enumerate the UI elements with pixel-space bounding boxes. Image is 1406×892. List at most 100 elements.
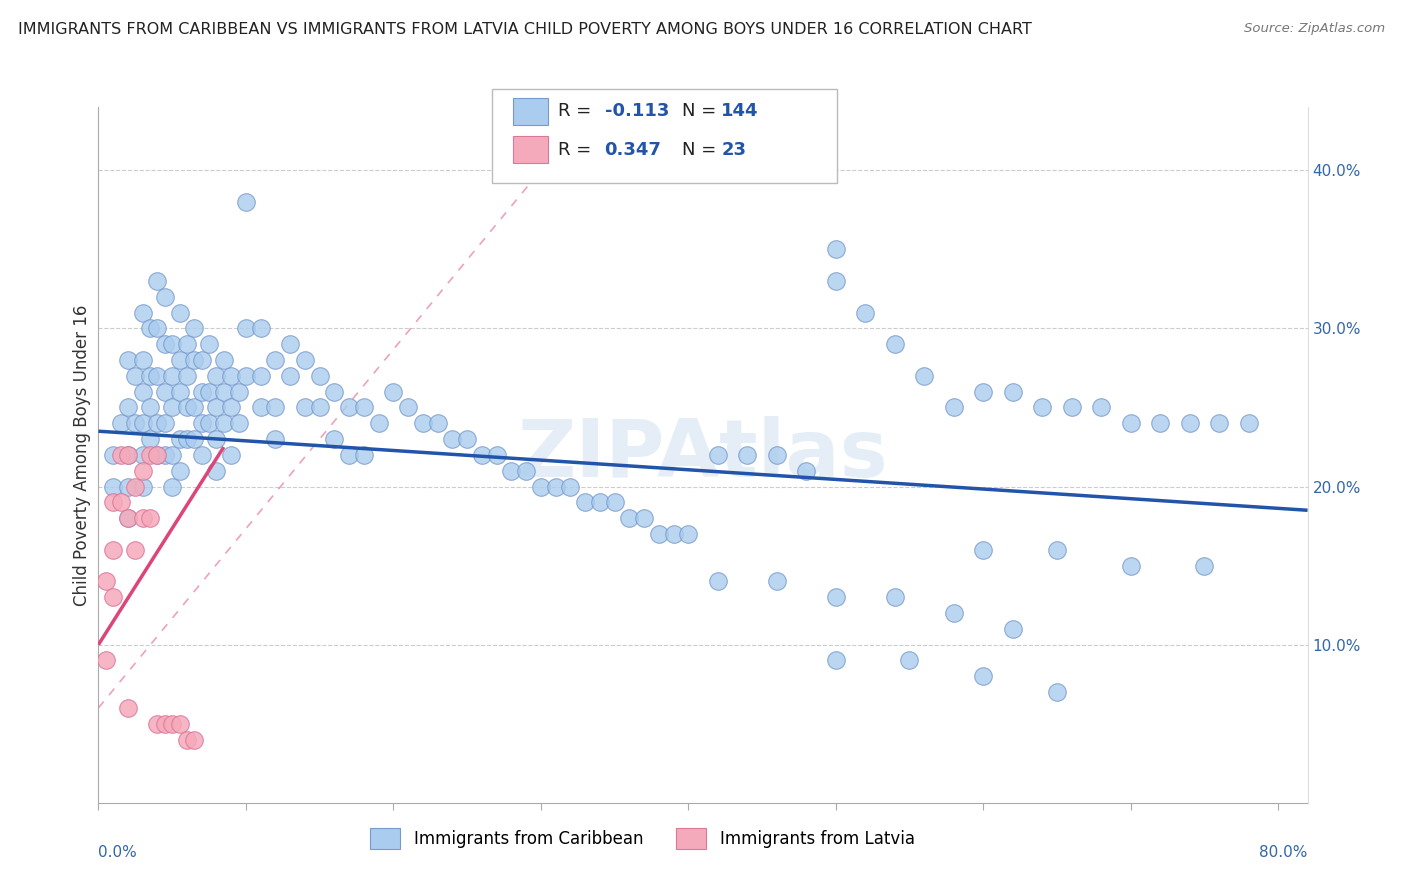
Point	[648, 527, 671, 541]
Point	[544, 479, 567, 493]
Point	[633, 511, 655, 525]
Point	[249, 401, 271, 415]
Point	[1090, 401, 1112, 415]
Text: N =: N =	[682, 141, 721, 159]
Point	[131, 511, 153, 525]
Point	[139, 448, 162, 462]
Point	[153, 337, 176, 351]
Point	[235, 321, 257, 335]
Point	[219, 401, 242, 415]
Point	[396, 401, 419, 415]
Point	[1031, 401, 1053, 415]
Point	[160, 448, 183, 462]
Point	[110, 448, 132, 462]
Point	[883, 337, 905, 351]
Point	[160, 368, 183, 383]
Point	[678, 527, 700, 541]
Point	[101, 591, 124, 605]
Point	[794, 464, 817, 478]
Point	[235, 368, 257, 383]
Point	[471, 448, 494, 462]
Point	[94, 574, 117, 589]
Point	[146, 321, 169, 335]
Point	[169, 384, 191, 399]
Point	[146, 716, 169, 731]
Text: ZIPAtlas: ZIPAtlas	[517, 416, 889, 494]
Point	[485, 448, 508, 462]
Point	[153, 417, 176, 431]
Point	[1178, 417, 1201, 431]
Point	[456, 432, 478, 446]
Point	[515, 464, 537, 478]
Point	[1001, 622, 1024, 636]
Point	[153, 290, 176, 304]
Point	[765, 448, 787, 462]
Point	[153, 448, 176, 462]
Point	[139, 368, 162, 383]
Point	[117, 479, 139, 493]
Text: 23: 23	[721, 141, 747, 159]
Point	[323, 432, 346, 446]
Point	[131, 353, 153, 368]
Point	[278, 337, 301, 351]
Point	[160, 337, 183, 351]
Point	[190, 353, 212, 368]
Text: R =: R =	[558, 103, 598, 120]
Point	[662, 527, 685, 541]
Point	[131, 464, 153, 478]
Point	[139, 321, 162, 335]
Point	[228, 417, 250, 431]
Y-axis label: Child Poverty Among Boys Under 16: Child Poverty Among Boys Under 16	[73, 304, 91, 606]
Point	[235, 194, 257, 209]
Point	[249, 321, 271, 335]
Point	[131, 384, 153, 399]
Point	[160, 401, 183, 415]
Point	[441, 432, 464, 446]
Point	[124, 542, 146, 557]
Point	[101, 495, 124, 509]
Point	[117, 353, 139, 368]
Point	[169, 716, 191, 731]
Point	[1060, 401, 1083, 415]
Point	[131, 305, 153, 319]
Point	[205, 401, 228, 415]
Point	[131, 448, 153, 462]
Point	[323, 384, 346, 399]
Point	[367, 417, 389, 431]
Point	[412, 417, 434, 431]
Point	[308, 401, 330, 415]
Text: 0.0%: 0.0%	[98, 845, 138, 860]
Point	[353, 448, 375, 462]
Point	[117, 448, 139, 462]
Point	[853, 305, 876, 319]
Text: 144: 144	[721, 103, 759, 120]
Point	[139, 432, 162, 446]
Point	[426, 417, 449, 431]
Point	[574, 495, 596, 509]
Point	[124, 417, 146, 431]
Point	[735, 448, 758, 462]
Point	[824, 243, 846, 257]
Point	[1194, 558, 1216, 573]
Point	[146, 368, 169, 383]
Point	[942, 401, 965, 415]
Point	[110, 495, 132, 509]
Text: R =: R =	[558, 141, 598, 159]
Point	[146, 417, 169, 431]
Point	[308, 368, 330, 383]
Point	[706, 448, 728, 462]
Point	[294, 353, 316, 368]
Point	[1046, 542, 1069, 557]
Point	[972, 542, 994, 557]
Point	[169, 305, 191, 319]
Point	[1237, 417, 1260, 431]
Point	[131, 417, 153, 431]
Text: Source: ZipAtlas.com: Source: ZipAtlas.com	[1244, 22, 1385, 36]
Point	[169, 464, 191, 478]
Point	[530, 479, 553, 493]
Point	[176, 368, 198, 383]
Point	[912, 368, 935, 383]
Point	[212, 417, 235, 431]
Point	[183, 732, 205, 747]
Point	[898, 653, 921, 667]
